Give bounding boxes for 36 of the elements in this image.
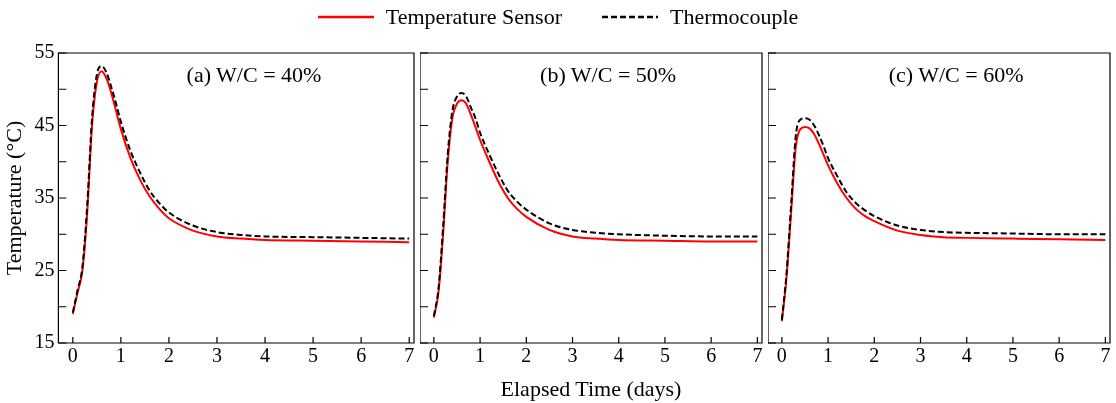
annotation: (b) W/C = 50% bbox=[540, 61, 677, 87]
annotation: (a) W/C = 40% bbox=[186, 61, 322, 87]
legend-label: Temperature Sensor bbox=[385, 3, 562, 30]
x-tick-label: 5 bbox=[308, 344, 319, 367]
y-tick-label: 15 bbox=[34, 330, 55, 353]
x-axis-title: Elapsed Time (days) bbox=[500, 375, 682, 401]
y-tick-label: 55 bbox=[34, 40, 55, 63]
x-tick-label: 6 bbox=[356, 344, 367, 367]
y-tick-label: 45 bbox=[34, 112, 55, 135]
y-tick-label: 25 bbox=[34, 257, 55, 280]
x-tick-label: 0 bbox=[428, 344, 439, 367]
x-tick-label: 3 bbox=[567, 344, 578, 367]
x-tick-label: 3 bbox=[915, 344, 926, 367]
x-tick-label: 3 bbox=[211, 344, 222, 367]
x-tick-label: 1 bbox=[475, 344, 486, 367]
x-tick-label: 0 bbox=[67, 344, 78, 367]
x-tick-label: 7 bbox=[404, 344, 415, 367]
x-tick-label: 2 bbox=[521, 344, 532, 367]
x-tick-label: 7 bbox=[752, 344, 763, 367]
x-tick-label: 2 bbox=[163, 344, 174, 367]
x-tick-label: 6 bbox=[706, 344, 717, 367]
x-tick-label: 0 bbox=[776, 344, 787, 367]
x-tick-label: 5 bbox=[1007, 344, 1018, 367]
x-tick-label: 1 bbox=[823, 344, 834, 367]
x-tick-label: 4 bbox=[613, 344, 624, 367]
annotation: (c) W/C = 60% bbox=[888, 61, 1024, 87]
legend-label: Thermocouple bbox=[669, 3, 799, 30]
x-tick-label: 5 bbox=[659, 344, 670, 367]
x-tick-label: 7 bbox=[1100, 344, 1111, 367]
x-tick-label: 6 bbox=[1054, 344, 1065, 367]
x-tick-label: 4 bbox=[961, 344, 972, 367]
x-tick-label: 2 bbox=[869, 344, 880, 367]
y-tick-label: 35 bbox=[34, 185, 55, 208]
y-axis-title: Temperature (°C) bbox=[0, 120, 26, 276]
x-tick-label: 1 bbox=[115, 344, 126, 367]
x-tick-label: 4 bbox=[260, 344, 271, 367]
